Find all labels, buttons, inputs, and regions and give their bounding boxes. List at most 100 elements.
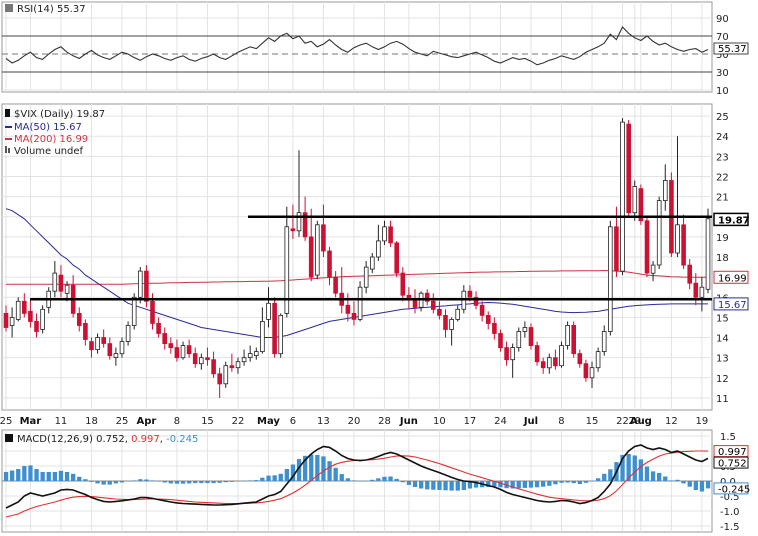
x-tick-label: 25 — [116, 416, 129, 427]
macd-hist-bar — [34, 469, 39, 481]
macd-hist-bar — [107, 481, 112, 485]
candle-body — [540, 361, 546, 369]
candle-body — [681, 224, 686, 266]
macd-hist-bar — [663, 476, 668, 481]
x-tick-label: 10 — [433, 416, 446, 427]
candle-body — [467, 290, 473, 298]
candle — [388, 220, 393, 247]
price-tick-label: 13 — [716, 354, 729, 365]
candle-body — [394, 242, 399, 274]
macd-hist-bar — [632, 455, 637, 481]
macd-hist-bar — [345, 478, 350, 481]
candle — [15, 297, 21, 322]
rsi-axis-ticks: 90 70 50 30 10 — [716, 14, 729, 97]
candle — [559, 341, 564, 368]
x-tick-label: 28 — [378, 416, 391, 427]
candle — [162, 327, 168, 350]
candle — [58, 265, 64, 298]
rsi-tick-label: 90 — [716, 14, 729, 25]
candle-body — [369, 256, 375, 270]
macd-hist-bar — [382, 476, 387, 481]
macd-hist-bar — [351, 480, 357, 481]
macd-hist-bar — [58, 470, 64, 481]
candle — [492, 317, 497, 340]
rsi-panel-frame — [1, 1, 713, 93]
candle — [253, 347, 259, 360]
candle-body — [595, 351, 601, 369]
candle — [485, 311, 491, 330]
rsi-label: RSI(14) 55.37 — [17, 4, 86, 15]
macd-hist-bar — [46, 472, 51, 481]
candle — [382, 220, 387, 245]
macd-hist-bar — [119, 481, 125, 483]
macd-hist-bar — [193, 481, 198, 484]
candle — [565, 321, 570, 350]
x-tick-label: May — [257, 416, 280, 427]
candle — [504, 341, 509, 366]
macd-hist-bar — [16, 469, 21, 481]
candle — [699, 277, 705, 312]
x-tick-label: 24 — [494, 416, 507, 427]
macd-hist-bar — [296, 459, 302, 481]
candle — [363, 261, 369, 294]
candle — [156, 317, 161, 338]
macd-hist-bar — [211, 481, 216, 484]
candle-body — [534, 345, 540, 363]
macd-hist-bar — [522, 481, 527, 488]
candle — [101, 329, 107, 348]
candle — [266, 287, 271, 328]
candle-body — [235, 361, 241, 369]
x-tick-label: Jul — [523, 416, 538, 427]
candlesticks — [3, 118, 711, 398]
candle — [681, 214, 686, 270]
candle — [247, 345, 253, 362]
candle-body — [553, 357, 558, 367]
macd-hist-bar — [229, 481, 234, 482]
candle — [278, 313, 283, 358]
candle — [351, 301, 357, 326]
macd-hist-bar — [486, 481, 491, 487]
candle-body — [614, 226, 619, 272]
x-tick-label: 22 — [616, 416, 629, 427]
candle-body — [650, 264, 656, 274]
macd-hist-bar — [113, 481, 118, 484]
x-tick-label: 12 — [665, 416, 678, 427]
candle — [357, 281, 363, 322]
macd-signal-badge-text: 0.997 — [718, 447, 747, 458]
candle — [180, 341, 186, 360]
macd-hist-bar — [650, 471, 656, 481]
candle — [77, 307, 82, 332]
macd-hist-bar — [394, 478, 399, 481]
candle — [443, 309, 448, 338]
candle — [534, 341, 540, 366]
candle-body — [430, 300, 436, 310]
candle-body — [345, 304, 351, 314]
candle — [687, 259, 692, 290]
macd-hist-bar — [364, 481, 369, 482]
candle-body — [547, 357, 552, 369]
candle — [424, 289, 430, 306]
x-tick-label: 13 — [317, 416, 330, 427]
macd-tick-label: -0.5 — [720, 492, 740, 503]
macd-hist-bar — [455, 481, 460, 491]
candle — [614, 206, 619, 278]
candle — [656, 196, 662, 270]
candle-body — [644, 220, 650, 274]
macd-hist-bar — [22, 466, 27, 481]
candle — [553, 349, 558, 370]
macd-hist-bar — [571, 481, 576, 484]
candle-body — [308, 236, 314, 278]
macd-hist-bar — [217, 481, 222, 483]
price-axis-ticks: 252423222120191817161514131211 — [716, 112, 729, 405]
macd-hist-bar — [101, 481, 106, 485]
candle — [28, 299, 33, 328]
last-price-badge — [713, 212, 749, 227]
macd-hist-bar — [461, 481, 466, 490]
candle — [650, 261, 656, 282]
macd-label-hist: -0.245 — [166, 434, 198, 445]
rsi-value-badge — [713, 42, 749, 55]
candle-body — [327, 250, 332, 278]
candle-body — [376, 240, 381, 258]
candle — [632, 180, 638, 221]
